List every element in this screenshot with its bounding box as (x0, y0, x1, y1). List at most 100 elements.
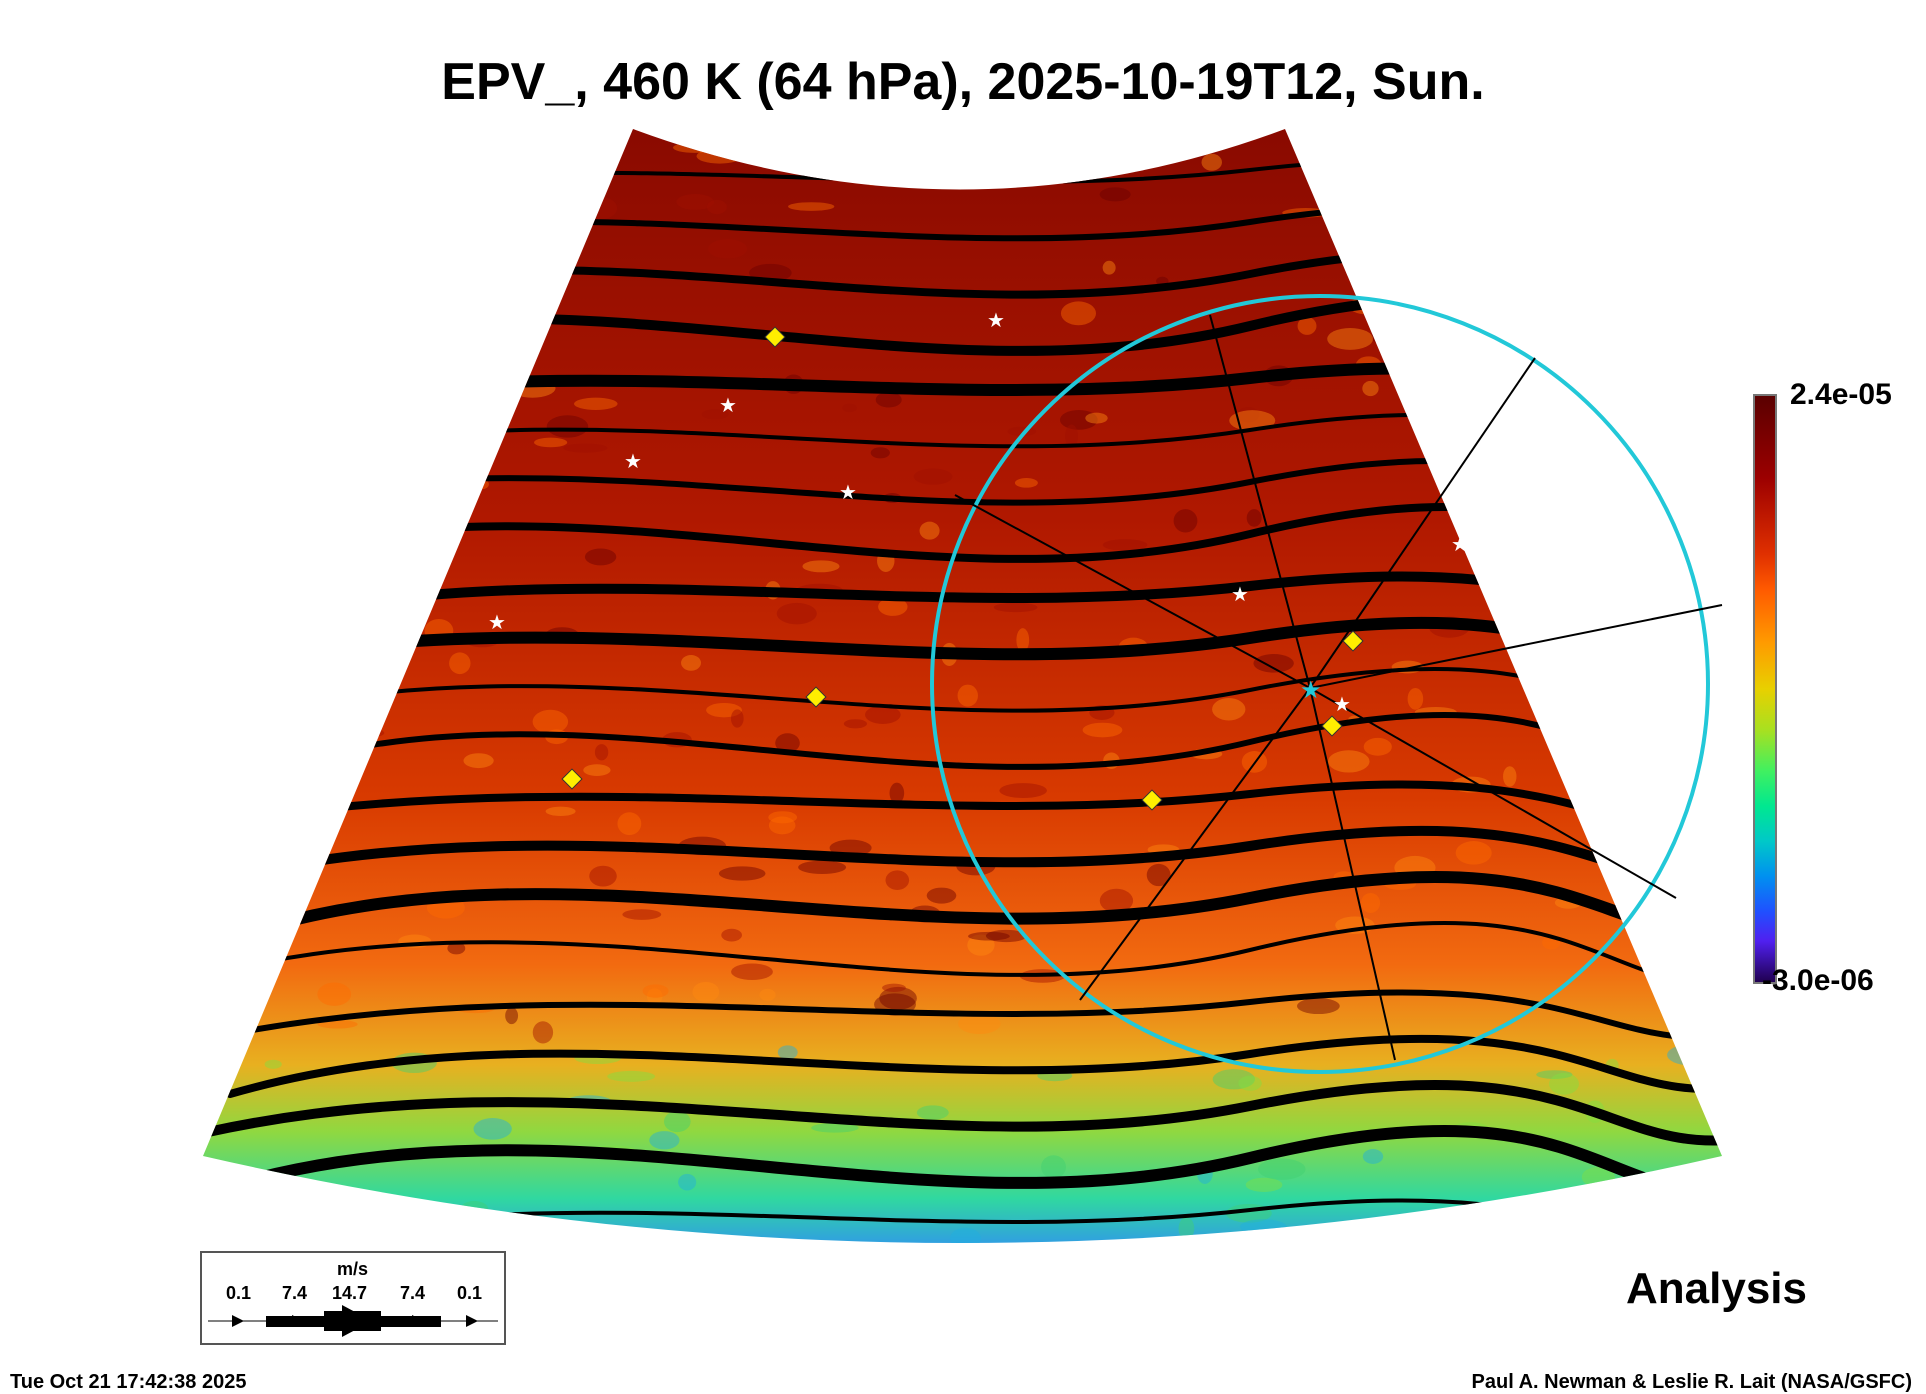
epv-texture (505, 1007, 518, 1024)
epv-texture (708, 239, 747, 258)
epv-texture (546, 807, 576, 816)
star-marker-icon: ★ (488, 612, 506, 634)
epv-texture (1408, 688, 1424, 710)
epv-texture (1457, 378, 1487, 400)
epv-texture (213, 813, 255, 830)
epv-texture (250, 914, 287, 928)
epv-texture (433, 216, 479, 233)
epv-texture (242, 416, 284, 427)
map-plot: ★★★★★★★★★ (0, 0, 1926, 1394)
colorbar-min-label: -3.0e-06 (1762, 964, 1874, 998)
epv-texture (248, 832, 283, 840)
epv-texture (721, 929, 742, 942)
epv-texture (731, 709, 744, 727)
epv-texture (574, 398, 618, 410)
epv-texture (463, 753, 493, 768)
epv-texture (1554, 257, 1587, 266)
epv-texture (196, 858, 222, 881)
epv-texture (876, 392, 902, 407)
epv-texture (399, 334, 411, 344)
colorbar (1753, 394, 1777, 984)
epv-texture (1667, 1045, 1712, 1066)
epv-texture (1354, 160, 1383, 175)
epv-texture (563, 443, 607, 452)
epv-texture (534, 438, 567, 448)
epv-texture (1485, 556, 1514, 577)
epv-texture (1439, 161, 1455, 174)
epv-texture (1061, 301, 1096, 325)
epv-texture (788, 202, 834, 211)
epv-texture (1686, 919, 1715, 938)
epv-texture (1125, 162, 1142, 172)
epv-texture (914, 469, 953, 485)
epv-texture (1694, 475, 1728, 485)
epv-texture (1015, 478, 1038, 488)
epv-texture (1328, 750, 1370, 772)
epv-texture (678, 1174, 696, 1191)
epv-texture (1549, 1073, 1579, 1095)
epv-texture (1246, 1178, 1283, 1192)
epv-texture (1672, 550, 1713, 560)
epv-texture (578, 196, 617, 220)
epv-texture (1366, 174, 1387, 186)
legend-arrow-icon (202, 1253, 504, 1343)
epv-texture (1704, 1041, 1726, 1054)
epv-texture (308, 291, 344, 311)
epv-texture (1438, 334, 1461, 357)
epv-texture (232, 645, 258, 657)
epv-texture (265, 1060, 282, 1069)
epv-texture (1240, 1219, 1287, 1234)
epv-texture (1362, 381, 1378, 396)
epv-texture (731, 963, 773, 979)
epv-texture (1083, 723, 1123, 738)
epv-texture (232, 641, 260, 658)
star-marker-icon: ★ (1231, 584, 1249, 606)
epv-texture (1364, 738, 1392, 756)
epv-texture (719, 866, 766, 880)
epv-texture (882, 984, 906, 992)
epv-texture (473, 1118, 511, 1140)
footer-credit: Paul A. Newman & Leslie R. Lait (NASA/GS… (1472, 1371, 1912, 1394)
colorbar-max-label: 2.4e-05 (1790, 378, 1892, 412)
epv-texture (314, 557, 344, 571)
epv-texture (692, 982, 719, 1002)
epv-texture (225, 845, 249, 867)
epv-texture (1543, 248, 1582, 261)
epv-texture (649, 1131, 679, 1149)
epv-texture (863, 174, 881, 185)
star-marker-icon: ★ (839, 482, 857, 504)
epv-texture (1371, 327, 1403, 345)
epv-texture (1202, 154, 1222, 171)
wind-speed-legend: m/s 0.1 7.4 14.7 7.4 0.1 (200, 1251, 506, 1345)
epv-texture (1103, 261, 1116, 275)
epv-texture (404, 371, 438, 380)
star-marker-icon: ★ (624, 451, 642, 473)
epv-texture (595, 744, 608, 760)
epv-texture (547, 415, 589, 437)
epv-texture (622, 909, 661, 920)
epv-texture (354, 160, 384, 179)
epv-texture (1416, 361, 1434, 372)
epv-texture (681, 655, 701, 671)
epv-texture (299, 221, 319, 233)
epv-texture (697, 149, 743, 164)
epv-texture (1500, 414, 1541, 424)
epv-texture (1482, 1204, 1530, 1226)
star-marker-icon: ★ (987, 310, 1005, 332)
epv-texture (460, 1201, 488, 1217)
epv-texture (1297, 998, 1340, 1014)
epv-texture (1179, 1217, 1195, 1240)
epv-texture (487, 247, 514, 260)
epv-texture (802, 560, 839, 572)
epv-texture (261, 142, 279, 154)
epv-texture (707, 200, 727, 214)
epv-texture (1576, 246, 1605, 257)
epv-texture (1646, 924, 1680, 941)
epv-texture (490, 159, 513, 173)
epv-texture (1361, 893, 1380, 913)
epv-texture (295, 328, 314, 342)
epv-texture (958, 685, 978, 707)
epv-texture (1596, 478, 1628, 499)
epv-texture (298, 784, 345, 807)
epv-texture (994, 603, 1038, 612)
